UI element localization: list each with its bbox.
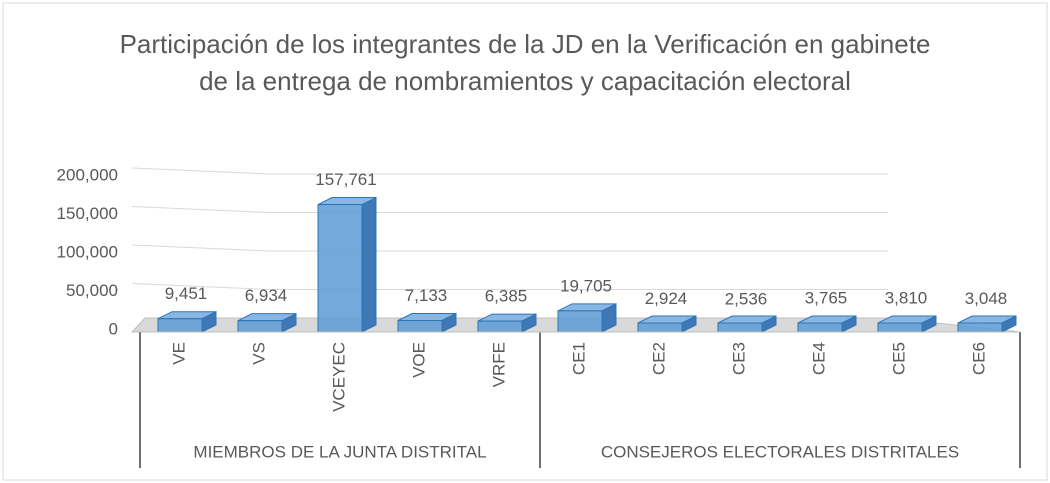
grid-line <box>131 283 888 290</box>
bar <box>157 318 203 333</box>
x-tick-label: CE6 <box>969 342 988 375</box>
bar-side <box>361 196 377 333</box>
bar <box>957 322 1003 333</box>
x-tick-label: CE4 <box>809 342 828 375</box>
grid-line <box>131 244 888 252</box>
data-label: 7,133 <box>405 286 448 305</box>
data-label: 2,924 <box>645 289 688 308</box>
y-tick-label: 100,000 <box>57 242 118 261</box>
data-label: 2,536 <box>725 290 768 309</box>
bar <box>797 322 843 333</box>
bar <box>637 322 683 333</box>
bar <box>717 322 763 333</box>
bar <box>477 320 523 333</box>
bar <box>877 322 923 333</box>
group-label: MIEMBROS DE LA JUNTA DISTRITAL <box>193 442 486 461</box>
x-tick-label: VS <box>249 342 268 365</box>
x-tick-label: VCEYEC <box>329 342 348 412</box>
bar <box>397 320 443 333</box>
data-label: 9,451 <box>165 284 208 303</box>
data-label: 3,048 <box>965 289 1008 308</box>
x-tick-label: VRFE <box>489 342 508 387</box>
x-tick-label: CE2 <box>649 342 668 375</box>
x-tick-label: CE3 <box>729 342 748 375</box>
bar <box>557 310 603 333</box>
x-tick-label: VE <box>169 342 188 365</box>
y-tick-label: 150,000 <box>57 204 118 223</box>
y-tick-label: 200,000 <box>57 165 118 184</box>
grid-line <box>131 206 888 213</box>
x-tick-label: CE5 <box>889 342 908 375</box>
data-label: 157,761 <box>315 170 376 189</box>
data-label: 3,765 <box>805 289 848 308</box>
bar <box>237 320 283 333</box>
data-label: 6,385 <box>485 287 528 306</box>
data-label: 3,810 <box>885 289 928 308</box>
bar <box>317 204 363 333</box>
data-label: 6,934 <box>245 286 288 305</box>
grid-line <box>131 167 888 175</box>
x-tick-label: CE1 <box>569 342 588 375</box>
group-label: CONSEJEROS ELECTORALES DISTRITALES <box>601 442 959 461</box>
chart-title: Participación de los integrantes de la J… <box>119 29 931 96</box>
y-tick-label: 0 <box>109 319 118 338</box>
data-label: 19,705 <box>560 276 612 295</box>
y-tick-label: 50,000 <box>66 281 118 300</box>
x-tick-label: VOE <box>409 342 428 378</box>
